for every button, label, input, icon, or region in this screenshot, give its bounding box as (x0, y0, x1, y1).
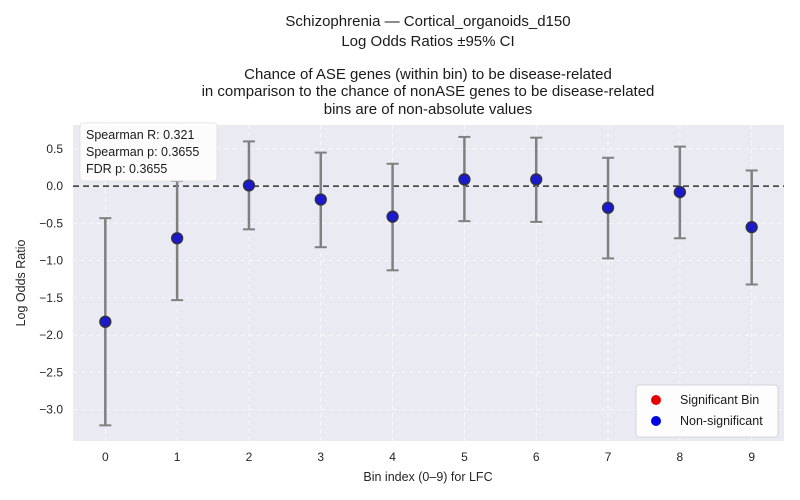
data-point-3 (314, 193, 327, 206)
grid (73, 125, 784, 441)
data-point-4 (386, 210, 399, 223)
data-point-7 (601, 201, 615, 214)
x-tick-label: 3 (317, 450, 324, 464)
legend-marker-significant (651, 395, 661, 405)
legend-background (635, 384, 779, 438)
fdr-p-text: FDR p: 0.3655 (86, 162, 167, 176)
x-tick-label: 8 (677, 450, 684, 464)
spearman-p-text: Spearman p: 0.3655 (86, 145, 199, 159)
y-tick-label: −2.0 (39, 328, 63, 342)
x-tick-label: 2 (246, 450, 253, 464)
spearman-r-text: Spearman R: 0.321 (86, 128, 194, 142)
legend-marker-nonsignificant (651, 416, 661, 426)
y-tick-label: −1.5 (39, 291, 63, 305)
chart-title: Schizophrenia — Cortical_organoids_d150 L… (202, 13, 655, 118)
data-point-2 (242, 179, 256, 192)
x-axis-ticks: 0 1 2 3 4 5 6 7 8 9 (102, 450, 755, 464)
data-point-6 (530, 173, 543, 186)
x-tick-label: 0 (102, 450, 109, 464)
x-tick-label: 5 (461, 450, 468, 464)
y-tick-label: −3.0 (39, 403, 63, 417)
x-tick-label: 1 (174, 450, 181, 464)
y-axis-label: Log Odds Ratio (14, 240, 28, 327)
x-tick-label: 6 (533, 450, 540, 464)
y-axis-ticks: −3.0 −2.5 −2.0 −1.5 −1.0 −0.5 0.0 0.5 (39, 142, 63, 417)
y-tick-label: 0.0 (46, 179, 63, 193)
legend: Significant Bin Non-significant (635, 384, 779, 438)
x-tick-label: 4 (389, 450, 396, 464)
y-tick-label: −0.5 (39, 216, 63, 230)
y-tick-label: 0.5 (46, 142, 63, 156)
stats-box-background (79, 122, 218, 182)
y-tick-label: −2.5 (39, 365, 63, 379)
legend-label-nonsignificant: Non-significant (680, 414, 763, 428)
data-point-1 (170, 232, 184, 245)
chart-title-line-0: Schizophrenia — Cortical_organoids_d150 (285, 13, 570, 30)
chart-title-line-5: bins are of non-absolute values (324, 101, 532, 118)
chart-title-line-3: Chance of ASE genes (within bin) to be d… (244, 66, 612, 83)
data-point-8 (673, 185, 687, 199)
chart-title-line-4: in comparison to the chance of nonASE ge… (202, 83, 655, 100)
y-tick-label: −1.0 (39, 254, 63, 268)
x-tick-label: 9 (748, 450, 755, 464)
stats-box: Spearman R: 0.321 Spearman p: 0.3655 FDR… (79, 122, 218, 182)
data-points (99, 173, 758, 328)
x-tick-label: 7 (605, 450, 612, 464)
chart-title-line-1: Log Odds Ratios ±95% CI (341, 33, 514, 50)
data-point-5 (458, 173, 471, 186)
x-axis-label: Bin index (0–9) for LFC (363, 470, 492, 484)
legend-label-significant: Significant Bin (680, 393, 759, 407)
data-point-0 (99, 315, 112, 328)
data-point-9 (745, 220, 758, 234)
